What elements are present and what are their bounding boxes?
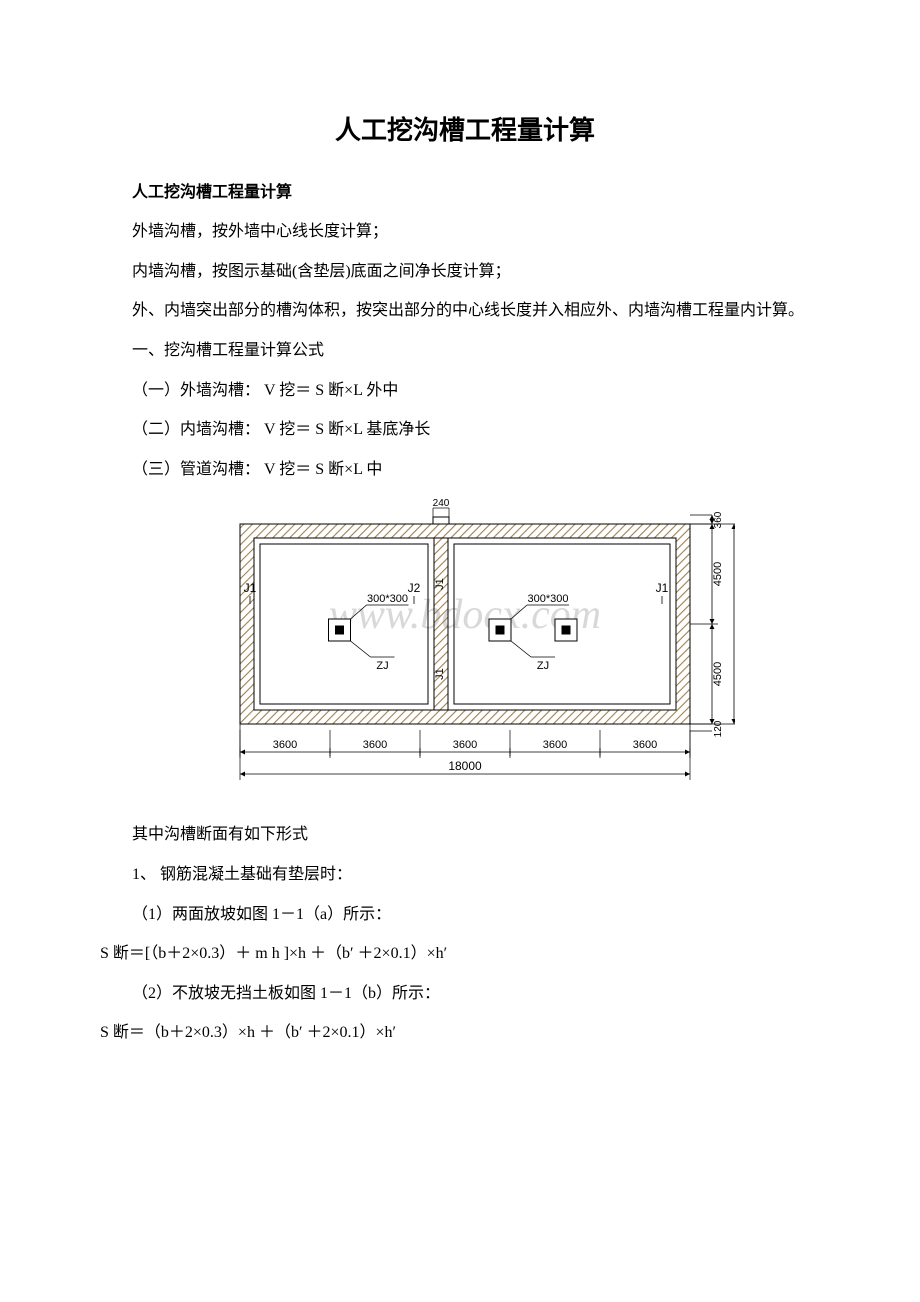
para-7: （三）管道沟槽： V 挖＝ S 断×L 中 — [100, 457, 830, 483]
para-2: 内墙沟槽，按图示基础(含垫层)底面之间净长度计算； — [100, 259, 830, 285]
para-10: （1）两面放坡如图 1－1（a）所示： — [100, 902, 830, 928]
svg-text:120: 120 — [713, 721, 724, 738]
svg-text:J1: J1 — [244, 581, 257, 595]
para-11: （2）不放坡无挡土板如图 1－1（b）所示： — [100, 981, 830, 1007]
svg-text:J1: J1 — [656, 581, 669, 595]
svg-text:3600: 3600 — [273, 739, 297, 751]
svg-text:J2: J2 — [408, 581, 421, 595]
svg-text:ZJ: ZJ — [537, 660, 549, 672]
svg-text:ZJ: ZJ — [376, 660, 388, 672]
svg-text:J1: J1 — [434, 579, 446, 591]
svg-text:9000: 9000 — [734, 612, 735, 636]
svg-text:J1: J1 — [434, 669, 446, 681]
svg-text:240: 240 — [433, 498, 450, 509]
para-3: 外、内墙突出部分的槽沟体积，按突出部分的中心线长度并入相应外、内墙沟槽工程量内计… — [100, 298, 830, 324]
para-4: 一、挖沟槽工程量计算公式 — [100, 338, 830, 364]
svg-text:4500: 4500 — [712, 562, 724, 586]
svg-text:3600: 3600 — [363, 739, 387, 751]
svg-text:3600: 3600 — [543, 739, 567, 751]
svg-text:300*300: 300*300 — [367, 593, 408, 605]
svg-text:3600: 3600 — [633, 739, 657, 751]
para-6: （二）内墙沟槽： V 挖＝ S 断×L 基底净长 — [100, 417, 830, 443]
page-title: 人工挖沟槽工程量计算 — [100, 110, 830, 152]
para-8: 其中沟槽断面有如下形式 — [100, 822, 830, 848]
svg-text:3600: 3600 — [453, 739, 477, 751]
svg-text:18000: 18000 — [448, 759, 482, 773]
para-5: （一）外墙沟槽： V 挖＝ S 断×L 外中 — [100, 378, 830, 404]
para-1: 外墙沟槽，按外墙中心线长度计算； — [100, 219, 830, 245]
svg-text:4500: 4500 — [712, 662, 724, 686]
floor-plan-diagram: www.bdocx.com300*300ZJ300*300ZJJ1J2J1J1J… — [100, 496, 830, 806]
svg-text:360: 360 — [713, 512, 724, 529]
formula-1: S 断＝[（b＋2×0.3）＋ m h ]×h ＋（b′ ＋2×0.1）×h′ — [100, 941, 830, 967]
para-9: 1、 钢筋混凝土基础有垫层时： — [100, 862, 830, 888]
formula-2: S 断＝（b＋2×0.3）×h ＋（b′ ＋2×0.1）×h′ — [100, 1020, 830, 1046]
subtitle: 人工挖沟槽工程量计算 — [100, 180, 830, 206]
svg-text:300*300: 300*300 — [528, 593, 569, 605]
